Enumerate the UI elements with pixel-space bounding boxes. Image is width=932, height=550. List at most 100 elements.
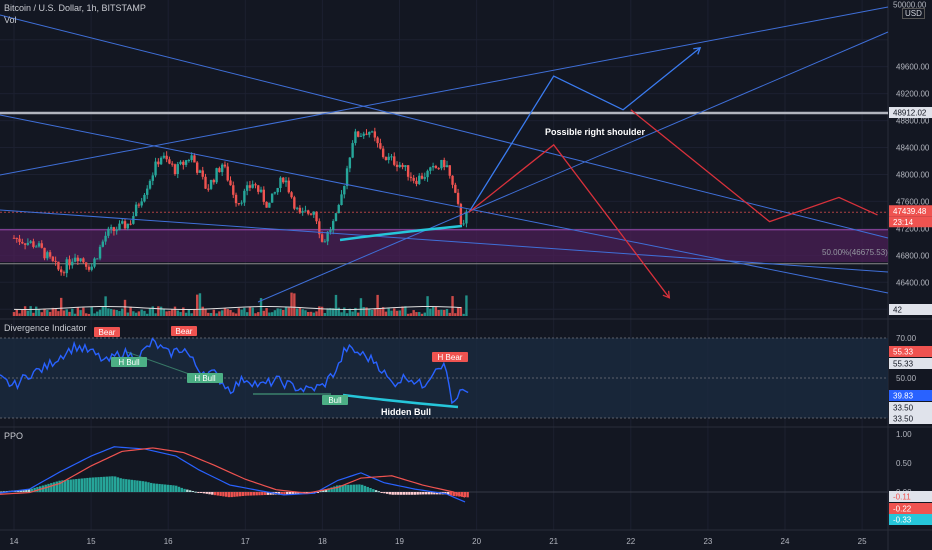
ppo-histogram-bar xyxy=(125,479,128,492)
currency-button[interactable]: USD xyxy=(902,8,925,19)
volume-bar xyxy=(337,307,340,316)
ppo-histogram-bar xyxy=(283,492,286,496)
candle-body xyxy=(431,165,435,168)
candle-body xyxy=(393,156,396,165)
ppo-histogram-bar xyxy=(333,486,336,492)
volume-bar xyxy=(165,311,168,316)
ppo-histogram-bar xyxy=(258,492,261,496)
volume-bar xyxy=(32,312,35,316)
ppo-histogram-bar xyxy=(63,480,67,492)
candle-body xyxy=(451,175,454,185)
ppo-histogram-bar xyxy=(263,492,267,496)
volume-bar xyxy=(320,306,324,316)
candle-body xyxy=(104,235,107,242)
ppo-histogram-bar xyxy=(324,489,328,492)
candle-body xyxy=(276,188,279,193)
divergence-tag-bg xyxy=(111,357,147,367)
candle-body xyxy=(329,230,332,232)
candle-body xyxy=(218,168,221,173)
ppo-badge-a-bg xyxy=(889,491,932,502)
candle-body xyxy=(223,164,227,167)
ppo-histogram-bar xyxy=(241,492,245,497)
candle-body xyxy=(198,170,202,173)
ppo-histogram-bar xyxy=(261,492,264,496)
candle-body xyxy=(429,167,432,171)
candle-body xyxy=(96,258,99,260)
candle-body xyxy=(168,159,171,164)
volume-bar xyxy=(121,308,124,316)
volume-bar xyxy=(270,312,274,316)
candle-body xyxy=(143,194,146,202)
ppo-histogram-bar xyxy=(172,485,175,492)
candle-body xyxy=(326,231,329,242)
volume-bar xyxy=(284,306,288,316)
ppo-histogram-bar xyxy=(419,492,422,495)
candle-body xyxy=(368,131,371,135)
volume-bar xyxy=(307,311,310,316)
volume-bar xyxy=(326,308,329,316)
volume-bar xyxy=(162,309,166,316)
candle-body xyxy=(440,159,443,169)
ppo-histogram-bar xyxy=(91,477,95,492)
candle-body xyxy=(331,221,335,231)
volume-bar xyxy=(71,308,74,316)
ppo-histogram-bar xyxy=(44,484,47,492)
candle-body xyxy=(348,157,352,169)
volume-ma xyxy=(13,306,462,310)
resistance-badge: 48912.02 xyxy=(893,109,927,118)
ppo-histogram-bar xyxy=(238,492,242,497)
candle-body xyxy=(384,157,388,161)
time-tick-label: 23 xyxy=(703,537,712,546)
candle-body xyxy=(259,189,263,192)
divergence-tag-bg xyxy=(187,373,223,383)
price-tick-label: 47600.00 xyxy=(896,197,930,206)
ppo-histogram-bar xyxy=(83,478,86,492)
candle-body xyxy=(307,210,310,214)
volume-bar xyxy=(209,313,213,316)
candle-body xyxy=(209,179,213,189)
volume-bar xyxy=(190,313,193,316)
trendline xyxy=(0,14,889,239)
volume-bar xyxy=(373,308,377,316)
volume-bar xyxy=(370,309,374,316)
volume-bars xyxy=(12,292,468,316)
osc-tick-label: 50.00 xyxy=(896,374,917,383)
ppo-histogram-bar xyxy=(75,479,78,492)
candle-body xyxy=(312,211,315,215)
candle-body xyxy=(87,266,91,270)
candle-body xyxy=(359,135,363,137)
volume-bar xyxy=(204,308,207,316)
ppo-histogram-bar xyxy=(94,477,97,492)
candle-body xyxy=(334,213,338,222)
support-zone xyxy=(0,111,888,265)
ppo-histogram-bar xyxy=(86,477,89,492)
volume-bar xyxy=(423,312,426,316)
osc-tick-label: 70.00 xyxy=(896,334,917,343)
ppo-histogram-bar xyxy=(136,480,139,492)
ppo-histogram-bar xyxy=(463,492,467,498)
ppo-histogram-bar xyxy=(97,477,100,492)
time-tick-label: 16 xyxy=(164,537,173,546)
last-price-badge: 47439.48 xyxy=(893,207,927,216)
volume-bar xyxy=(220,310,224,316)
candle-body xyxy=(243,190,246,203)
volume-bar xyxy=(151,306,154,316)
candle-body xyxy=(126,223,129,229)
candle-body xyxy=(265,201,268,208)
candle-body xyxy=(351,143,354,158)
osc-badge-d: 33.50 xyxy=(893,404,914,413)
projection-blue xyxy=(468,47,701,213)
candle-body xyxy=(151,175,154,181)
volume-bar xyxy=(98,309,102,316)
volume-bar xyxy=(59,297,63,316)
volume-bar xyxy=(398,310,402,316)
volume-bar xyxy=(157,306,160,316)
ppo-histogram-bar xyxy=(233,492,236,497)
volume-bar xyxy=(265,308,268,316)
ppo-title: PPO xyxy=(4,431,24,441)
volume-bar xyxy=(404,306,407,316)
ppo-histogram-bar xyxy=(150,482,153,492)
candle-body xyxy=(401,164,404,168)
